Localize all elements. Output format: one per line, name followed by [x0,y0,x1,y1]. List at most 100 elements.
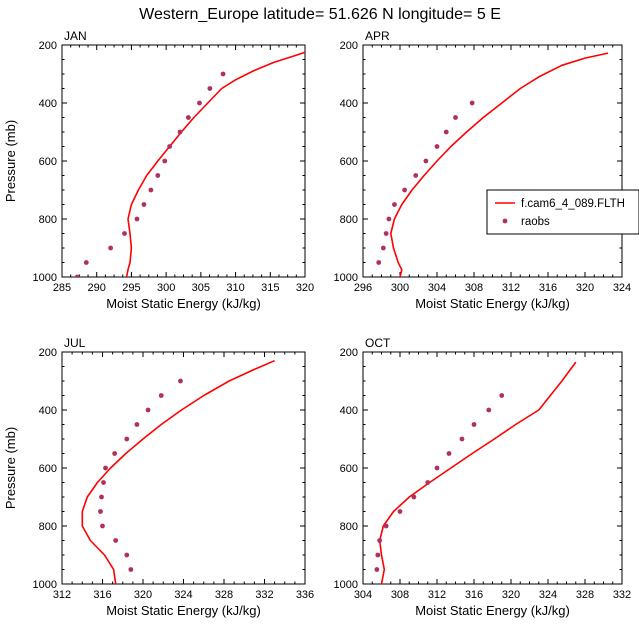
legend-marker-swatch [502,218,508,224]
x-tick-label: 332 [255,589,273,601]
y-tick-label: 1000 [33,272,57,284]
y-tick-label: 800 [39,214,57,226]
panels-group: JAN 285 290 295 300 305 310 315 320 200 400 600 800 1… [3,29,639,618]
x-tick-label: 285 [53,282,71,294]
obs-point [380,245,386,251]
panel-apr: APR 296 300 304 308 312 316 320 324 200 400 600 800 1… [334,29,639,311]
obs-point [374,567,380,572]
panel-title-oct: OCT [365,336,391,350]
obs-point [413,173,419,178]
x-tick-label: 300 [391,282,409,294]
obs-point [124,552,130,558]
obs-point [158,393,164,398]
obs-point [459,436,465,442]
obs-point [425,480,431,485]
y-tick-label: 200 [340,40,358,52]
legend-label-obs: raobs [521,216,550,228]
legend-box [486,189,639,235]
obs-point [383,231,389,236]
obs-point [402,187,408,193]
obs-point [486,407,492,413]
y-tick-label: 400 [39,405,57,417]
x-tick-label: 320 [134,589,152,601]
obs-point [197,100,202,106]
y-tick-label: 1000 [334,272,358,284]
x-tick-label: 312 [428,589,446,601]
data-layer-oct [374,361,577,584]
obs-point [101,480,106,485]
obs-point [178,378,183,384]
obs-point [99,494,104,500]
obs-point [148,187,154,193]
panel-title-jul: JUL [64,336,86,350]
obs-point [386,216,392,222]
obs-point [113,538,119,543]
obs-point [124,436,130,442]
panel-jul: JUL 312 316 320 324 328 332 336 200 400 600 800 1000… [3,336,314,618]
x-tick-label: 324 [613,282,631,294]
obs-point [443,129,449,135]
obs-point [145,407,151,413]
y-tick-label: 800 [340,214,358,226]
x-tick-label: 304 [354,589,372,601]
panel-title-apr: APR [365,29,390,43]
panel-jan: JAN 285 290 295 300 305 310 315 320 200 400 600 800 1… [3,29,314,311]
obs-point [423,158,429,164]
obs-point [98,509,103,514]
obs-point [141,202,147,207]
obs-point [112,451,118,456]
obs-point [446,451,452,456]
y-tick-label: 600 [340,156,358,168]
obs-point [207,86,213,91]
obs-point [134,216,140,222]
data-layer-apr [376,52,609,277]
y-tick-label: 800 [39,521,57,533]
obs-point [434,465,440,471]
obs-point [108,245,113,251]
obs-point [167,144,173,149]
obs-point [177,129,183,135]
obs-point [471,422,477,427]
x-tick-label: 320 [296,282,314,294]
x-tick-label: 328 [576,589,594,601]
y-tick-label: 1000 [334,579,358,591]
y-axis-label-jul: Pressure (mb) [3,427,18,509]
obs-point [392,202,397,207]
model-line-apr [389,52,609,277]
obs-point [434,144,440,149]
figure-title: Western_Europe latitude= 51.626 N longit… [139,6,501,23]
obs-point [74,274,80,277]
x-tick-label: 336 [296,589,314,601]
y-tick-label: 400 [39,98,57,110]
x-tick-label: 316 [93,589,111,601]
panel-oct: OCT 304 308 312 316 320 324 328 332 200 400 600 800 1… [334,336,632,618]
obs-point [411,494,417,500]
x-tick-label: 308 [465,282,483,294]
x-tick-label: 324 [539,589,557,601]
obs-point [128,567,134,572]
y-tick-label: 600 [39,156,57,168]
obs-point [122,231,127,236]
model-line-jan [125,51,305,277]
obs-point [220,71,226,77]
obs-point [185,115,191,120]
y-tick-label: 1000 [33,579,57,591]
obs-point [83,260,89,265]
x-tick-label: 320 [502,589,520,601]
x-axis-label-jul: Moist Static Energy (kJ/kg) [106,603,261,618]
x-tick-label: 324 [174,589,192,601]
obs-point [100,523,105,529]
x-axis-label-oct: Moist Static Energy (kJ/kg) [415,603,570,618]
obs-point [397,509,403,514]
obs-point [469,100,475,106]
x-tick-label: 296 [354,282,372,294]
x-tick-label: 328 [215,589,233,601]
x-tick-label: 316 [465,589,483,601]
data-layer-jul [81,359,275,584]
y-tick-label: 800 [340,521,358,533]
obs-point [375,552,381,558]
x-tick-label: 312 [53,589,71,601]
legend-label-model: f.cam6_4_089.FLTH [521,198,625,210]
obs-point [103,465,108,471]
